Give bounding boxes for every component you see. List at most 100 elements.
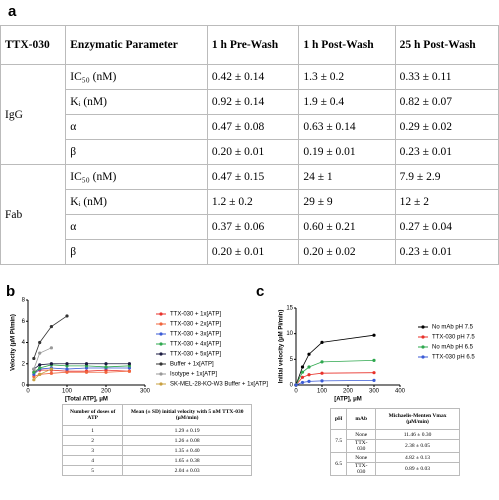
point <box>65 362 69 366</box>
row: α 0.47 ± 0.08 0.63 ± 0.14 0.29 ± 0.02 <box>1 114 499 140</box>
legend-marker <box>421 325 425 329</box>
cell: Fab <box>0 164 67 265</box>
point <box>104 362 108 366</box>
point <box>320 340 324 344</box>
legend-marker <box>159 342 163 346</box>
legend-label: TTX-030 + 1x[ATP] <box>170 312 221 318</box>
row: TTX-030 0.89 ± 0.03 <box>331 462 460 476</box>
cell: 1.2 ± 0.2 <box>206 189 300 215</box>
row: 4 1.65 ± 0.38 <box>61 455 252 466</box>
cell: IC₅₀ (nM) <box>65 64 208 90</box>
cell: Michaelis-Menten Vmax (μM/min) <box>375 408 460 430</box>
legend-marker <box>159 322 163 326</box>
cell: 0.23 ± 0.01 <box>394 139 499 165</box>
point <box>38 366 42 370</box>
cell: 1 <box>61 425 124 436</box>
point <box>372 333 376 337</box>
point <box>372 358 376 362</box>
point <box>38 372 42 376</box>
point <box>320 379 324 383</box>
point <box>300 365 305 369</box>
cell: 0.92 ± 0.14 <box>206 89 300 115</box>
cell: 24 ± 1 <box>298 164 396 190</box>
y-tick-label: 0 <box>22 383 26 389</box>
x-tick-label: 100 <box>317 389 328 395</box>
point <box>320 371 324 375</box>
cell: 1.35 ± 0.40 <box>122 445 252 456</box>
x-tick-label: 100 <box>62 389 73 395</box>
x-tick-label: 300 <box>140 389 151 395</box>
cell: 3 <box>61 445 124 456</box>
row: β 0.20 ± 0.01 0.19 ± 0.01 0.23 ± 0.01 <box>1 139 499 165</box>
point <box>127 369 131 373</box>
point <box>294 383 298 387</box>
cell: 0.33 ± 0.11 <box>394 64 499 90</box>
point <box>372 371 376 375</box>
x-tick-label: 200 <box>343 389 354 395</box>
cell: 4.82 ± 0.13 <box>375 452 460 463</box>
y-tick-label: 4 <box>22 340 26 346</box>
series-line <box>33 370 130 377</box>
x-tick-label: 400 <box>395 389 406 395</box>
point <box>307 352 311 356</box>
point <box>49 362 54 366</box>
cell: 0.20 ± 0.01 <box>206 239 300 265</box>
point <box>49 371 54 375</box>
cell: Number of doses of ATP <box>61 404 124 426</box>
table-c: pH mAb Michaelis-Menten Vmax (μM/min) 7.5 No… <box>329 408 460 476</box>
row: 5 2.04 ± 0.03 <box>61 465 252 476</box>
x-axis-label: [ATP], μM <box>334 397 362 403</box>
point <box>32 370 36 374</box>
cell: 25 h Post-Wash <box>394 25 499 65</box>
point <box>32 378 36 382</box>
cell: β <box>65 239 208 265</box>
cell: mAb <box>346 408 377 430</box>
legend-label: TTX-030 + 4x[ATP] <box>170 342 221 348</box>
cell: 0.27 ± 0.04 <box>394 214 499 240</box>
cell: IgG <box>0 64 67 165</box>
panel-label: a <box>8 3 17 20</box>
point <box>49 367 54 371</box>
legend-label: SK-MEL-28-KO-W3 Buffer + 1x[ATP] <box>170 382 268 388</box>
series-line <box>33 315 68 359</box>
cell: 29 ± 9 <box>298 189 396 215</box>
row: α 0.37 ± 0.06 0.60 ± 0.21 0.27 ± 0.04 <box>1 214 499 240</box>
point <box>49 346 54 350</box>
row: pH mAb Michaelis-Menten Vmax (μM/min) <box>329 408 460 430</box>
point <box>307 365 311 369</box>
x-tick-label: 0 <box>294 389 298 395</box>
y-axis-label: Velocity (μM Pi/min) <box>11 314 17 371</box>
x-tick-label: 200 <box>101 389 112 395</box>
table-a: TTX-030 Enzymatic Parameter 1 h Pre-Wash 1 … <box>0 25 499 265</box>
cell: 2.04 ± 0.03 <box>122 465 252 476</box>
y-tick-label: 8 <box>22 298 26 304</box>
point <box>300 380 305 385</box>
cell: 1 h Pre-Wash <box>206 25 300 65</box>
cell: TTX-030 <box>346 439 377 453</box>
row: 3 1.35 ± 0.40 <box>61 445 252 456</box>
panel-label: b <box>6 283 15 300</box>
row: Fab IC₅₀ (nM) 0.47 ± 0.15 24 ± 1 7.9 ± 2.9 <box>0 164 499 265</box>
legend-label: No mAb pH 7.5 <box>432 325 474 331</box>
y-tick-label: 15 <box>286 306 293 312</box>
cell: 0.23 ± 0.01 <box>394 239 499 265</box>
point <box>127 362 131 366</box>
cell: Kᵢ (nM) <box>65 189 208 215</box>
y-tick-label: 6 <box>22 319 26 325</box>
table-b: Number of doses of ATP Mean (± SD) initia… <box>61 404 252 476</box>
cell: 1.9 ± 0.4 <box>298 89 396 115</box>
point <box>38 351 42 355</box>
cell: 6.5 <box>329 452 348 476</box>
legend-marker <box>159 362 163 366</box>
row: 7.5 None 11.46 ± 0.30 <box>329 429 460 453</box>
cell: 0.60 ± 0.21 <box>298 214 396 240</box>
cell: 1.3 ± 0.2 <box>298 64 396 90</box>
legend-label: TTX-030 + 5x[ATP] <box>170 352 221 358</box>
point <box>65 370 69 374</box>
cell: 2 <box>61 435 124 446</box>
point <box>307 373 311 377</box>
cell: 11.46 ± 0.30 <box>375 429 460 440</box>
cell: 0.82 ± 0.07 <box>394 89 499 115</box>
cell: 0.89 ± 0.03 <box>375 462 460 476</box>
